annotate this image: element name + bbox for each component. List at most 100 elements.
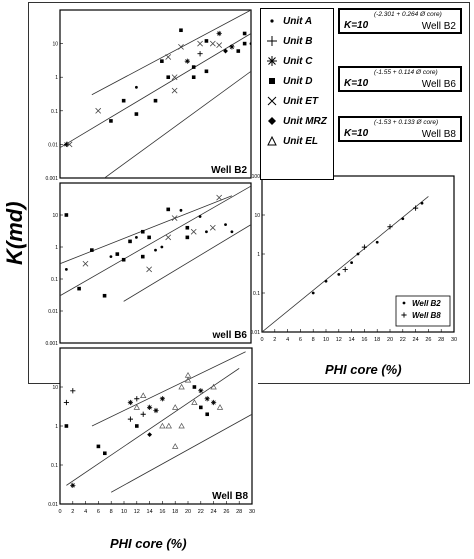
panel-well-b6: 0.001 0.01 0.1 1 10 well B6 — [45, 182, 255, 347]
panel-title: well B6 — [212, 330, 248, 341]
data-point-asterisk — [63, 141, 69, 147]
data-point-cross — [209, 40, 216, 47]
equation-well: Well B2 — [421, 21, 456, 32]
data-point-plus — [63, 399, 69, 406]
data-point-triangle — [172, 443, 179, 449]
data-point-dot — [64, 267, 68, 271]
x-tick-label: 10 — [121, 509, 127, 515]
y-tick-label: 0.01 — [48, 309, 58, 315]
x-tick-label: 4 — [84, 509, 87, 515]
x-tick-label: 16 — [159, 509, 165, 515]
data-point-square — [64, 424, 69, 428]
data-point-square — [199, 405, 203, 410]
data-point-triangle — [216, 404, 224, 410]
data-point-cross — [209, 224, 216, 231]
comparison-legend-label: Well B2 — [412, 299, 441, 308]
trend-line — [111, 413, 252, 493]
trend-line — [262, 196, 429, 332]
data-point-plus — [361, 244, 367, 250]
x-tick-label: 22 — [400, 337, 406, 343]
data-point-square — [109, 119, 113, 123]
equation-box-b6: K=10 (-1.55 + 0.114 Ø core) Well B6 — [338, 66, 462, 92]
x-tick-label: 24 — [211, 509, 217, 515]
data-point-square — [77, 286, 81, 291]
data-point-triangle — [178, 422, 185, 429]
data-point-dot — [402, 301, 406, 305]
x-tick-label: 12 — [134, 509, 140, 515]
panel-well-b8: 0.01 0.1 1 10 0 2 4 6 8 10 12 14 16 18 20 22 24 26 28 30 Wel… — [48, 347, 258, 518]
y-tick-label: 100 — [252, 174, 261, 180]
x-tick-label: 26 — [223, 509, 229, 515]
data-point-square — [191, 75, 196, 79]
data-point-asterisk — [184, 58, 190, 64]
x-tick-label: 14 — [147, 509, 153, 515]
equation-exponent: (-1.53 + 0.133 Ø core) — [374, 119, 439, 126]
data-point-dot — [135, 235, 138, 239]
data-point-square — [205, 412, 209, 417]
equation-exponent: (-1.55 + 0.114 Ø core) — [374, 69, 438, 76]
x-tick-label: 2 — [273, 337, 276, 343]
plot-frame — [59, 182, 252, 344]
data-point-square — [166, 75, 171, 79]
x-tick-label: 18 — [374, 337, 380, 343]
data-point-square — [192, 385, 197, 389]
equation-base: K=10 — [344, 128, 369, 139]
legend-item-unit-b: Unit B — [267, 33, 312, 49]
data-point-cross — [165, 54, 172, 60]
y-tick-label: 1 — [257, 252, 260, 258]
y-tick-label: 0.1 — [51, 463, 58, 469]
data-point-square — [166, 207, 171, 212]
y-tick-label: 0.1 — [253, 291, 260, 297]
x-tick-label: 28 — [438, 337, 444, 343]
data-point-plus — [413, 205, 419, 211]
plus-icon — [267, 36, 277, 46]
data-point-square — [90, 248, 94, 252]
y-axis-label: K(md) — [2, 201, 27, 265]
triangle-icon — [267, 136, 277, 146]
data-point-dot — [135, 85, 138, 89]
comparison-legend-label: Well B8 — [412, 311, 441, 320]
data-point-plus — [134, 396, 140, 402]
data-point-diamond — [223, 48, 228, 54]
data-point-asterisk — [204, 396, 210, 402]
legend-label: Unit EL — [283, 135, 318, 147]
x-tick-label: 6 — [97, 509, 100, 515]
y-tick-label: 1 — [55, 75, 58, 81]
legend-label: Unit ET — [283, 95, 318, 107]
data-point-square — [134, 112, 139, 116]
data-point-dot — [337, 272, 341, 276]
data-point-square — [121, 257, 126, 262]
x-tick-label: 4 — [286, 337, 289, 343]
data-point-square — [160, 59, 164, 63]
data-point-square — [204, 39, 209, 43]
data-point-dot — [401, 217, 405, 221]
data-point-square — [242, 41, 247, 46]
data-point-asterisk — [153, 407, 159, 414]
x-tick-label: 20 — [185, 509, 191, 515]
data-point-dot — [420, 201, 424, 205]
y-tick-label: 10 — [52, 213, 58, 219]
data-point-triangle — [178, 383, 185, 390]
diamond-icon — [268, 117, 276, 125]
chart-well-b2: 0.001 0.01 0.1 1 10 Well B2 — [45, 9, 252, 182]
data-point-square — [185, 225, 190, 230]
data-point-dot — [311, 291, 315, 295]
data-point-square — [204, 69, 209, 74]
data-point-square — [147, 235, 151, 240]
data-point-plus — [140, 411, 146, 417]
data-point-dot — [109, 255, 113, 259]
data-point-dot — [179, 208, 183, 212]
x-tick-label: 0 — [58, 509, 61, 515]
x-tick-label: 30 — [451, 337, 457, 343]
x-tick-label: 24 — [413, 337, 419, 343]
x-axis-label-comparison: PHI core (%) — [325, 362, 402, 377]
data-point-asterisk — [127, 399, 133, 406]
data-point-triangle — [191, 399, 198, 405]
comparison-legend: Well B2 Well B8 — [395, 295, 451, 327]
x-tick-label: 20 — [387, 337, 393, 343]
data-point-dot — [154, 248, 157, 252]
data-point-cross — [216, 194, 223, 201]
trend-line — [91, 351, 246, 427]
plot-frame — [59, 9, 252, 179]
